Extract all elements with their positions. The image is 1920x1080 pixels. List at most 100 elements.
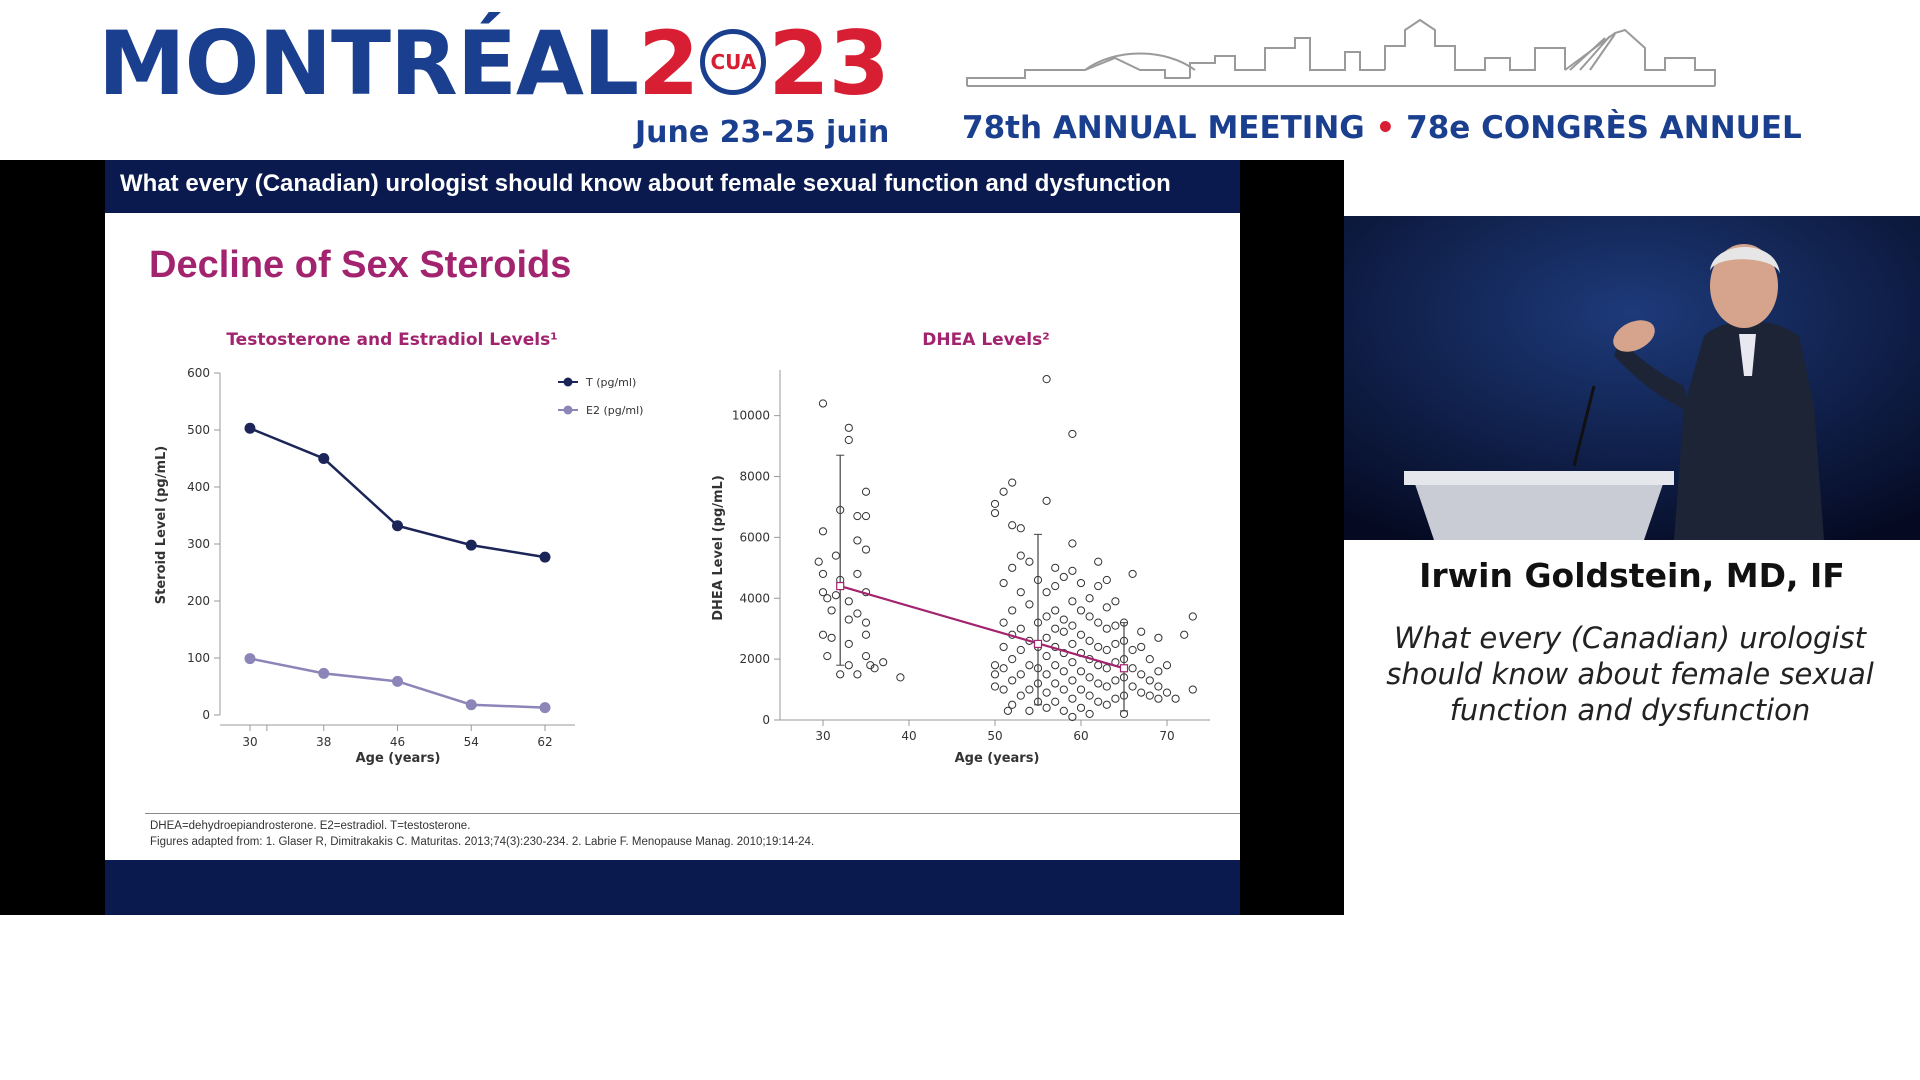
- chart2-data-point: [844, 639, 853, 649]
- chart1-y-tick-label: 500: [187, 423, 210, 437]
- chart2-data-point: [1085, 709, 1094, 719]
- chart2-data-point: [1128, 682, 1137, 691]
- chart2-data-point: [844, 661, 853, 670]
- talk-title: What every (Canadian) urologist should k…: [1386, 621, 1874, 727]
- chart2-data-point: [1102, 575, 1111, 585]
- chart2-data-point: [861, 651, 871, 661]
- chart1-y-tick-label: 200: [187, 594, 210, 608]
- speaker-video: [1344, 216, 1920, 540]
- chart2-x-tick-label: 30: [815, 729, 830, 743]
- chart2-data-point: [1008, 606, 1017, 615]
- chart2-data-point: [1042, 688, 1051, 697]
- chart1-data-point: [465, 539, 477, 551]
- footnote-references: Figures adapted from: 1. Glaser R, Dimit…: [150, 836, 815, 848]
- chart2-data-point: [1068, 566, 1077, 575]
- chart2-data-point: [999, 487, 1008, 496]
- chart2-data-point: [1085, 612, 1094, 621]
- chart2-data-point: [1059, 706, 1068, 715]
- chart2-data-point: [1162, 661, 1172, 670]
- brand-city: MONTRÉAL: [98, 12, 639, 115]
- chart1-axes: 0 100 200 300 400 500 600 30 38 46 54 62: [187, 366, 575, 749]
- chart2-data-point: [1102, 645, 1111, 655]
- chart2-data-point: [1171, 694, 1180, 703]
- chart2-data-point: [1076, 630, 1086, 639]
- chart2-data-point: [1076, 703, 1086, 712]
- chart2-data-point: [866, 661, 875, 670]
- chart2-data-point: [1137, 642, 1146, 652]
- chart2-data-point: [861, 618, 871, 627]
- chart2-data-point: [1025, 557, 1034, 566]
- chart2-data-point: [853, 511, 862, 521]
- chart2-data-point: [1128, 645, 1137, 655]
- chart1-y-tick-label: 300: [187, 537, 210, 551]
- chart1-x-tick-label: 38: [316, 735, 331, 749]
- chart2-data-point: [1059, 572, 1068, 582]
- chart2-data-point: [831, 551, 840, 560]
- brand-year-part2: 23: [768, 12, 889, 115]
- chart2-data-point: [827, 633, 836, 642]
- chart2-data-point: [1094, 581, 1103, 591]
- chart2-data-point: [1025, 661, 1034, 670]
- chart2-data-point: [1076, 685, 1086, 694]
- chart2-points: [814, 375, 1197, 722]
- chart2-x-tick-label: 40: [901, 729, 916, 743]
- chart2-y-tick-label: 0: [762, 713, 770, 727]
- chart2-data-point: [1008, 478, 1017, 487]
- chart2-data-point: [844, 435, 853, 445]
- chart2-data-point: [1068, 658, 1077, 667]
- chart2-data-point: [1016, 551, 1025, 560]
- speaker-name: Irwin Goldstein, MD, IF: [1419, 556, 1845, 595]
- chart2-data-point: [1094, 697, 1103, 706]
- chart2-data-point: [1016, 670, 1025, 679]
- chart2-x-label: Age (years): [955, 751, 1040, 766]
- slide-footer-bar: [105, 860, 1240, 915]
- chart2-data-point: [1042, 588, 1051, 597]
- chart2-data-point: [831, 591, 840, 600]
- chart2-data-point: [1076, 578, 1086, 588]
- event-logo: MONTRÉAL2 CUA 23: [98, 20, 890, 108]
- chart2-data-point: [1076, 667, 1086, 676]
- slide-header-text: What every (Canadian) urologist should k…: [120, 170, 1171, 197]
- chart1-title: Testosterone and Estradiol Levels¹: [226, 330, 557, 350]
- chart2-data-point: [1085, 691, 1094, 700]
- chart2-data-point: [1111, 597, 1120, 606]
- chart2-data-point: [990, 670, 1000, 679]
- chart2-data-point: [1051, 581, 1060, 591]
- chart2-data-point: [1085, 673, 1094, 682]
- slide: [105, 160, 1240, 915]
- chart2-data-point: [999, 618, 1008, 627]
- slide-title: Decline of Sex Steroids: [149, 244, 572, 286]
- podium-icon: [1404, 385, 1674, 540]
- chart2-data-point: [1025, 600, 1034, 609]
- chart2-data-point: [1094, 679, 1103, 688]
- chart2-y-tick-label: 8000: [739, 470, 770, 484]
- chart2-data-point: [1102, 624, 1111, 633]
- chart2-data-point: [1145, 655, 1154, 664]
- chart1-data-point: [392, 675, 403, 687]
- chart2-data-point: [990, 499, 1000, 509]
- chart1-legend-marker: [563, 405, 573, 415]
- chart2-data-point: [1042, 703, 1051, 712]
- chart2-data-point: [1068, 639, 1077, 649]
- meeting-french: 78e CONGRÈS ANNUEL: [1406, 110, 1802, 146]
- chart2-data-point: [853, 569, 862, 579]
- chart2-data-point: [1162, 688, 1172, 697]
- chart2-data-point: [1137, 627, 1146, 636]
- chart2-data-point: [1051, 679, 1060, 688]
- chart2-y-tick-label: 10000: [732, 409, 770, 423]
- speaker-video-frame: [1344, 216, 1920, 540]
- chart1-x-tick-label: 62: [537, 735, 552, 749]
- chart2-data-point: [818, 569, 828, 579]
- chart2-y-tick-label: 6000: [739, 530, 770, 544]
- chart2-data-point: [1068, 597, 1077, 606]
- chart2-data-point: [853, 536, 862, 545]
- chart2-data-point: [1137, 670, 1146, 679]
- chart2-data-point: [1094, 661, 1103, 670]
- chart2-data-point: [1008, 700, 1017, 709]
- chart2-data-point: [1016, 691, 1025, 700]
- chart2-data-point: [1180, 630, 1189, 639]
- montreal-skyline-icon: [966, 18, 1716, 87]
- chart2-data-point: [870, 664, 879, 673]
- chart2-data-point: [836, 670, 845, 679]
- chart2-axes: 0 2000 4000 6000 8000 10000 30 40 50 60 70: [732, 370, 1210, 743]
